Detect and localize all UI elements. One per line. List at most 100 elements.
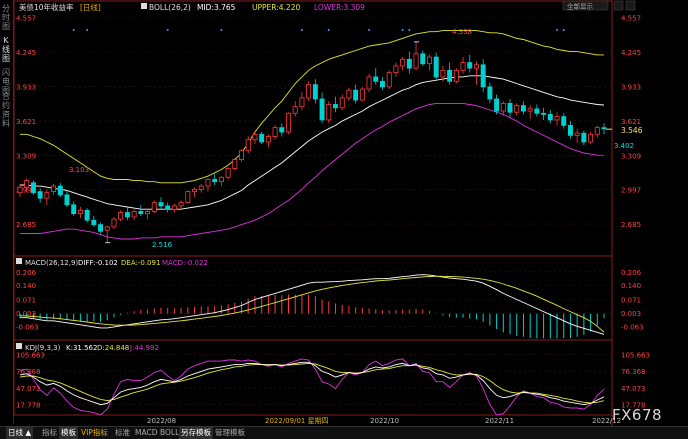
candle-body xyxy=(37,191,43,199)
boll-lower-line xyxy=(20,102,605,240)
candle-body xyxy=(386,72,392,88)
candle-body xyxy=(359,88,365,101)
candle-body xyxy=(406,58,412,69)
sidebar-tab-kline[interactable]: K线图 xyxy=(2,36,10,63)
candle-body xyxy=(473,64,479,69)
candle-body xyxy=(567,125,573,136)
display-dropdown-label: 全部显示 xyxy=(567,2,594,11)
macd-y-tick: 0.140 xyxy=(16,282,36,290)
kdj-y-tick-right: 76.368 xyxy=(621,368,646,376)
signal-dots xyxy=(72,29,565,31)
candle-body xyxy=(272,127,278,137)
candle-body xyxy=(165,205,171,210)
macd-y-tick: -0.063 xyxy=(16,323,39,331)
candle-body xyxy=(400,58,406,67)
candle-body xyxy=(554,116,560,121)
kdj-k-line xyxy=(19,361,605,406)
main-y-tick: 2.685 xyxy=(16,221,36,229)
kdj-lines xyxy=(19,358,605,416)
tab-template[interactable]: 模板 xyxy=(59,427,78,439)
macd-y-axis: 0.206 0.206 0.140 0.140 0.071 0.071 0.003 0.003… xyxy=(16,269,644,332)
candle-body xyxy=(71,204,77,215)
candle-body xyxy=(77,209,83,215)
main-y-tick-right: 3.309 xyxy=(621,152,641,160)
signal-dot xyxy=(408,29,411,31)
candle-body xyxy=(124,212,130,218)
main-y-tick-right: 3.933 xyxy=(621,84,641,92)
candle-body xyxy=(171,205,177,210)
kdj-y-tick-right: 105.663 xyxy=(621,351,650,359)
kdj-toggle-icon[interactable] xyxy=(16,343,22,349)
candle-body xyxy=(286,112,291,133)
macd-y-tick-right: 0.140 xyxy=(621,282,641,290)
candle-body xyxy=(581,132,587,143)
x-axis-label: 2022/10 xyxy=(370,417,399,425)
candle-body xyxy=(520,105,526,112)
candle-body xyxy=(561,116,567,126)
sidebar-tab-flash[interactable]: 闪电图 xyxy=(2,68,10,95)
display-dropdown[interactable] xyxy=(562,0,609,11)
candles xyxy=(17,41,612,244)
bottom-tab-bar: 日线 ▲ 指标 模板 VIP指标 标准 MACD BOLL 另存模板 管理模板 xyxy=(0,426,688,439)
candle-body xyxy=(500,102,506,112)
candle-body xyxy=(232,159,238,169)
settings-button[interactable] xyxy=(625,0,636,11)
main-y-tick: 4.557 xyxy=(16,15,36,23)
candle-body xyxy=(245,139,251,152)
x-axis-label: 2022/08 xyxy=(147,417,176,425)
macd-y-tick: 0.071 xyxy=(16,296,36,304)
candle-body xyxy=(420,53,426,65)
x-axis-label: 2022/09/01 星期四 xyxy=(265,417,329,425)
boll-mid-label: MID:3.765 xyxy=(197,3,236,12)
tab-standard[interactable]: 标准 xyxy=(115,428,130,437)
candle-body xyxy=(111,218,117,228)
candle-body xyxy=(30,182,36,194)
candle-body xyxy=(198,185,204,190)
candle-body xyxy=(588,133,594,143)
tab-daily[interactable]: 日线 ▲ xyxy=(6,427,34,439)
candle-body xyxy=(594,127,600,135)
macd-y-tick-right: -0.063 xyxy=(621,323,644,331)
macd-toggle-icon[interactable] xyxy=(16,258,22,264)
macd-y-tick-right: 0.003 xyxy=(621,310,641,318)
chart-canvas: 4.5574.5574.5574.2454.2454.2453.9333.933… xyxy=(13,0,650,426)
candle-body xyxy=(333,104,338,109)
macd-y-tick-right: 0.206 xyxy=(621,269,642,277)
tab-vip-indicator[interactable]: VIP指标 xyxy=(81,428,108,437)
candle-body xyxy=(440,69,446,78)
sidebar-tab-timeshare[interactable]: 分时图 xyxy=(2,4,10,31)
sidebar-tab-contract-info[interactable]: 合约资料 xyxy=(2,92,10,128)
signal-dot xyxy=(327,29,330,31)
candle-body xyxy=(259,133,265,143)
candle-body xyxy=(158,202,164,207)
annotation-low: 2.516 xyxy=(152,241,173,249)
candle-body xyxy=(17,186,23,194)
candle-body xyxy=(212,179,218,183)
tab-macd[interactable]: MACD xyxy=(135,428,158,437)
candle-body xyxy=(312,84,318,100)
candle-body xyxy=(306,84,312,99)
tab-save-template[interactable]: 另存模板 xyxy=(179,427,213,439)
candle-body xyxy=(131,211,137,218)
candle-body xyxy=(393,65,399,73)
period-label: [日线] xyxy=(80,2,101,12)
candle-body xyxy=(373,76,379,82)
candle-body xyxy=(104,226,110,231)
boll-lower-label: LOWER:3.309 xyxy=(314,3,365,12)
tab-indicator[interactable]: 指标 xyxy=(42,428,57,437)
main-y-tick-right: 4.557 xyxy=(621,15,641,23)
candle-body xyxy=(24,180,30,188)
main-y-axis: 4.5574.5574.5574.2454.2454.2453.9333.933… xyxy=(16,15,641,229)
candle-body xyxy=(507,102,513,113)
kdj-title: KDJ(9,3,3) xyxy=(25,344,61,352)
zoom-button[interactable] xyxy=(613,0,624,11)
tab-boll[interactable]: BOLL xyxy=(160,428,180,437)
candle-body xyxy=(118,212,124,220)
signal-dot xyxy=(562,29,565,31)
boll-label: BOLL(26,2) xyxy=(149,3,191,12)
candle-body xyxy=(205,179,211,187)
tab-manage-template[interactable]: 管理模板 xyxy=(215,428,245,437)
indicator-toggle-icon[interactable] xyxy=(141,3,147,9)
candle-body xyxy=(319,98,325,121)
signal-dot xyxy=(401,29,404,31)
